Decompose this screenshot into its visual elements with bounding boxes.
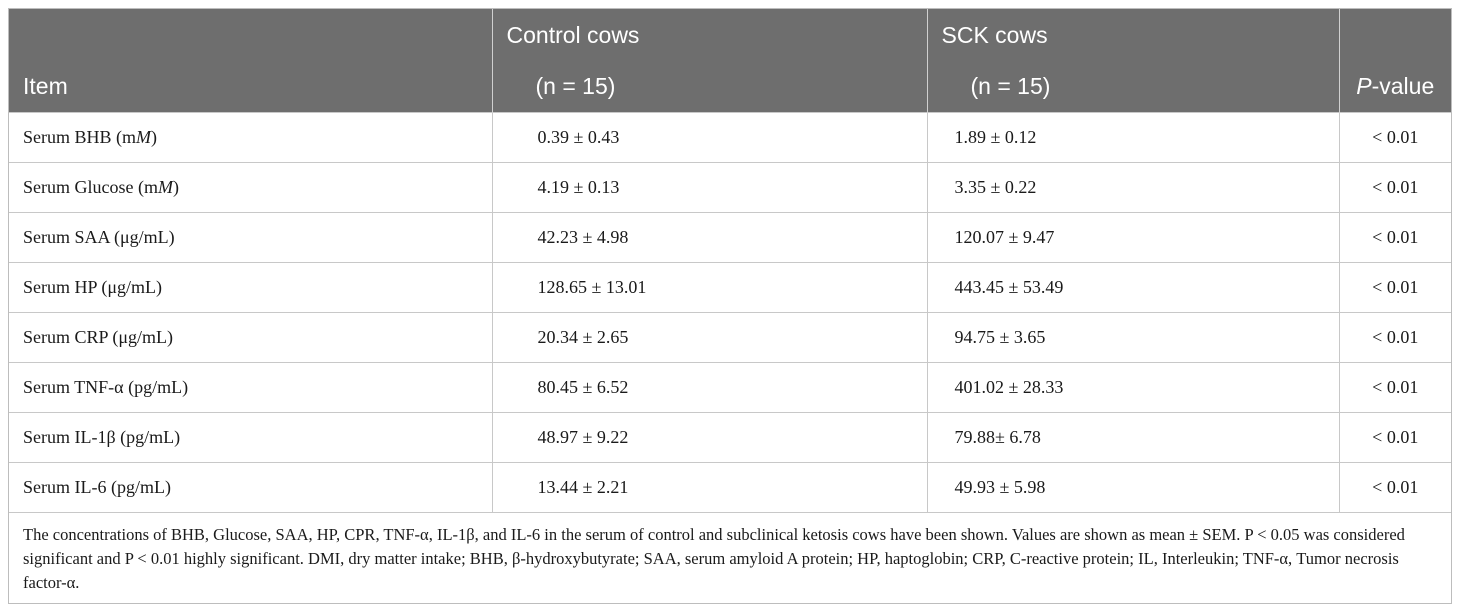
row-item: Serum IL-1β (pg/mL) bbox=[9, 412, 493, 463]
row-pvalue: < 0.01 bbox=[1339, 262, 1451, 313]
row-sck-value: 120.07 ± 9.47 bbox=[927, 212, 1340, 263]
row-item-italic: M bbox=[136, 127, 152, 147]
row-item: Serum CRP (μg/mL) bbox=[9, 312, 493, 363]
table-row: Serum IL-1β (pg/mL) 48.97 ± 9.22 79.88± … bbox=[9, 412, 1451, 463]
table-header: Control cows SCK cows Item (n = 15) (n =… bbox=[9, 9, 1451, 113]
row-item-tail: ) bbox=[172, 177, 179, 197]
results-table: Control cows SCK cows Item (n = 15) (n =… bbox=[9, 9, 1451, 512]
row-control-value: 48.97 ± 9.22 bbox=[492, 412, 928, 463]
row-item: Serum Glucose (mM) bbox=[9, 162, 493, 213]
row-item-italic: M bbox=[157, 177, 173, 197]
header-sck-n: (n = 15) bbox=[927, 61, 1340, 113]
row-control-value: 42.23 ± 4.98 bbox=[492, 212, 928, 263]
header-pvalue: P-value bbox=[1339, 61, 1451, 113]
table-row: Serum IL-6 (pg/mL) 13.44 ± 2.21 49.93 ± … bbox=[9, 462, 1451, 512]
row-sck-value: 79.88± 6.78 bbox=[927, 412, 1340, 463]
header-control-label: Control cows bbox=[492, 9, 928, 61]
header-pvalue-italic: P bbox=[1356, 73, 1372, 99]
header-pvalue-empty bbox=[1339, 9, 1451, 61]
row-item: Serum IL-6 (pg/mL) bbox=[9, 462, 493, 512]
row-pvalue: < 0.01 bbox=[1339, 112, 1451, 163]
row-pvalue: < 0.01 bbox=[1339, 362, 1451, 413]
row-control-value: 80.45 ± 6.52 bbox=[492, 362, 928, 413]
table-footnote: The concentrations of BHB, Glucose, SAA,… bbox=[9, 512, 1451, 603]
row-sck-value: 1.89 ± 0.12 bbox=[927, 112, 1340, 163]
row-sck-value: 94.75 ± 3.65 bbox=[927, 312, 1340, 363]
table-row: Serum CRP (μg/mL) 20.34 ± 2.65 94.75 ± 3… bbox=[9, 312, 1451, 363]
row-item: Serum HP (μg/mL) bbox=[9, 262, 493, 313]
header-row-2: Item (n = 15) (n = 15) P-value bbox=[9, 61, 1451, 113]
row-item: Serum SAA (μg/mL) bbox=[9, 212, 493, 263]
row-control-value: 128.65 ± 13.01 bbox=[492, 262, 928, 313]
row-item: Serum BHB (mM) bbox=[9, 112, 493, 163]
header-item-empty bbox=[9, 9, 493, 61]
row-control-value: 4.19 ± 0.13 bbox=[492, 162, 928, 213]
table-row: Serum HP (μg/mL) 128.65 ± 13.01 443.45 ±… bbox=[9, 262, 1451, 313]
row-pvalue: < 0.01 bbox=[1339, 312, 1451, 363]
table-body: Serum BHB (mM) 0.39 ± 0.43 1.89 ± 0.12 <… bbox=[9, 112, 1451, 512]
row-pvalue: < 0.01 bbox=[1339, 162, 1451, 213]
row-item-text: Serum BHB (m bbox=[23, 127, 137, 147]
header-row-1: Control cows SCK cows bbox=[9, 9, 1451, 61]
header-item: Item bbox=[9, 61, 493, 113]
header-sck-label: SCK cows bbox=[927, 9, 1340, 61]
table-row: Serum SAA (μg/mL) 42.23 ± 4.98 120.07 ± … bbox=[9, 212, 1451, 263]
row-control-value: 20.34 ± 2.65 bbox=[492, 312, 928, 363]
data-table-container: Control cows SCK cows Item (n = 15) (n =… bbox=[8, 8, 1452, 604]
row-sck-value: 3.35 ± 0.22 bbox=[927, 162, 1340, 213]
row-item-text: Serum Glucose (m bbox=[23, 177, 158, 197]
row-pvalue: < 0.01 bbox=[1339, 412, 1451, 463]
row-pvalue: < 0.01 bbox=[1339, 212, 1451, 263]
row-control-value: 0.39 ± 0.43 bbox=[492, 112, 928, 163]
row-sck-value: 443.45 ± 53.49 bbox=[927, 262, 1340, 313]
row-sck-value: 49.93 ± 5.98 bbox=[927, 462, 1340, 512]
row-pvalue: < 0.01 bbox=[1339, 462, 1451, 512]
table-row: Serum TNF-α (pg/mL) 80.45 ± 6.52 401.02 … bbox=[9, 362, 1451, 413]
table-row: Serum BHB (mM) 0.39 ± 0.43 1.89 ± 0.12 <… bbox=[9, 112, 1451, 163]
header-pvalue-rest: -value bbox=[1371, 73, 1435, 99]
row-item-tail: ) bbox=[151, 127, 158, 147]
row-control-value: 13.44 ± 2.21 bbox=[492, 462, 928, 512]
row-item: Serum TNF-α (pg/mL) bbox=[9, 362, 493, 413]
row-sck-value: 401.02 ± 28.33 bbox=[927, 362, 1340, 413]
header-control-n: (n = 15) bbox=[492, 61, 928, 113]
table-row: Serum Glucose (mM) 4.19 ± 0.13 3.35 ± 0.… bbox=[9, 162, 1451, 213]
